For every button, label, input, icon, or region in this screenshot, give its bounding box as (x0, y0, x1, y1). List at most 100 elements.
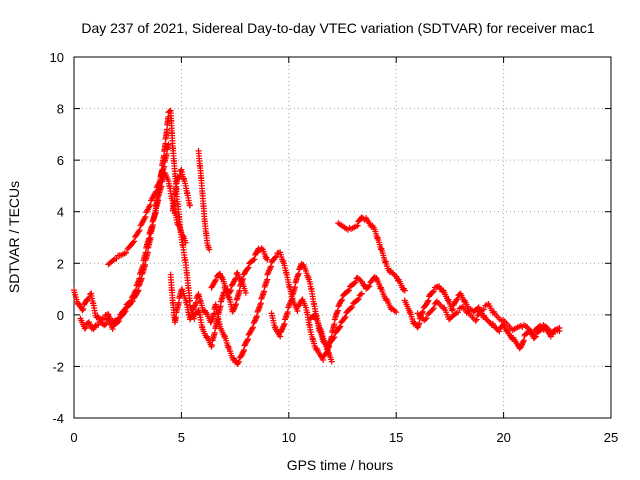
data-point (287, 298, 294, 305)
data-point (244, 336, 251, 343)
data-point (449, 307, 456, 314)
data-point (130, 292, 137, 299)
data-point (280, 323, 287, 330)
x-tick-label: 15 (389, 430, 403, 445)
data-point (231, 305, 238, 312)
data-point (250, 320, 257, 327)
data-point (286, 301, 293, 308)
data-point (328, 358, 335, 365)
data-point (342, 313, 349, 320)
data-point (401, 287, 408, 294)
data-point (289, 291, 296, 298)
data-point (550, 331, 557, 338)
data-point (264, 270, 271, 277)
data-point (336, 301, 343, 308)
data-point (192, 301, 199, 308)
data-point (334, 308, 341, 315)
data-point (142, 213, 149, 220)
data-point (393, 309, 400, 316)
y-tick-label: 6 (57, 153, 64, 168)
y-tick-label: 0 (57, 308, 64, 323)
data-point (280, 322, 287, 329)
data-point (429, 306, 436, 313)
data-point (254, 308, 261, 315)
data-point (425, 297, 432, 304)
data-point (233, 301, 240, 308)
data-point (265, 268, 272, 275)
data-point (344, 288, 351, 295)
data-point (252, 316, 259, 323)
data-point (333, 310, 340, 317)
data-point (132, 286, 139, 293)
data-point (212, 277, 219, 284)
data-point (419, 308, 426, 315)
data-point (251, 318, 258, 325)
y-tick-label: 10 (50, 50, 64, 65)
data-point (267, 264, 274, 271)
x-axis-label: GPS time / hours (287, 457, 394, 473)
data-point (335, 303, 342, 310)
data-point (252, 317, 259, 324)
data-point (241, 342, 248, 349)
data-point (268, 263, 275, 270)
data-point (81, 325, 88, 332)
data-point (424, 298, 431, 305)
data-point (266, 267, 273, 274)
y-tick-label: 8 (57, 102, 64, 117)
data-point (295, 270, 302, 277)
data-point (152, 188, 159, 195)
data-point (453, 296, 460, 303)
data-point (279, 325, 286, 332)
data-point (295, 272, 302, 279)
data-point (279, 326, 286, 333)
data-point (349, 304, 356, 311)
data-point (358, 290, 365, 297)
data-point (147, 202, 154, 209)
data-point (240, 348, 247, 355)
data-point (272, 253, 279, 260)
data-point (556, 324, 563, 331)
data-point (206, 246, 213, 253)
data-point (355, 296, 362, 303)
data-point (341, 315, 348, 322)
data-point (235, 359, 242, 366)
data-point (423, 315, 430, 322)
data-point (473, 316, 480, 323)
data-point (296, 266, 303, 273)
x-tick-label: 10 (282, 430, 296, 445)
y-tick-label: -2 (52, 359, 64, 374)
data-point (422, 316, 429, 323)
x-tick-label: 5 (178, 430, 185, 445)
data-point (429, 289, 436, 296)
data-point (242, 341, 249, 348)
data-point (182, 239, 189, 246)
data-point (251, 256, 258, 263)
data-point (231, 303, 238, 310)
data-point (194, 292, 201, 299)
data-point (134, 281, 141, 288)
data-point (109, 326, 116, 333)
data-point (242, 289, 249, 296)
data-point (330, 335, 337, 342)
data-point (348, 304, 355, 311)
data-point (229, 308, 236, 315)
data-point (130, 239, 137, 246)
data-point (133, 282, 140, 289)
data-point (232, 302, 239, 309)
y-tick-label: -4 (52, 411, 64, 426)
data-point (278, 327, 285, 334)
data-point (520, 338, 527, 345)
data-point (239, 349, 246, 356)
data-point (294, 307, 301, 314)
data-point (531, 334, 538, 341)
data-point (227, 288, 234, 295)
data-point (288, 297, 295, 304)
data-point (122, 307, 129, 314)
data-point (102, 321, 109, 328)
data-point (230, 306, 237, 313)
data-point (123, 249, 130, 256)
data-point (338, 297, 345, 304)
data-point (277, 333, 284, 340)
data-point (288, 296, 295, 303)
